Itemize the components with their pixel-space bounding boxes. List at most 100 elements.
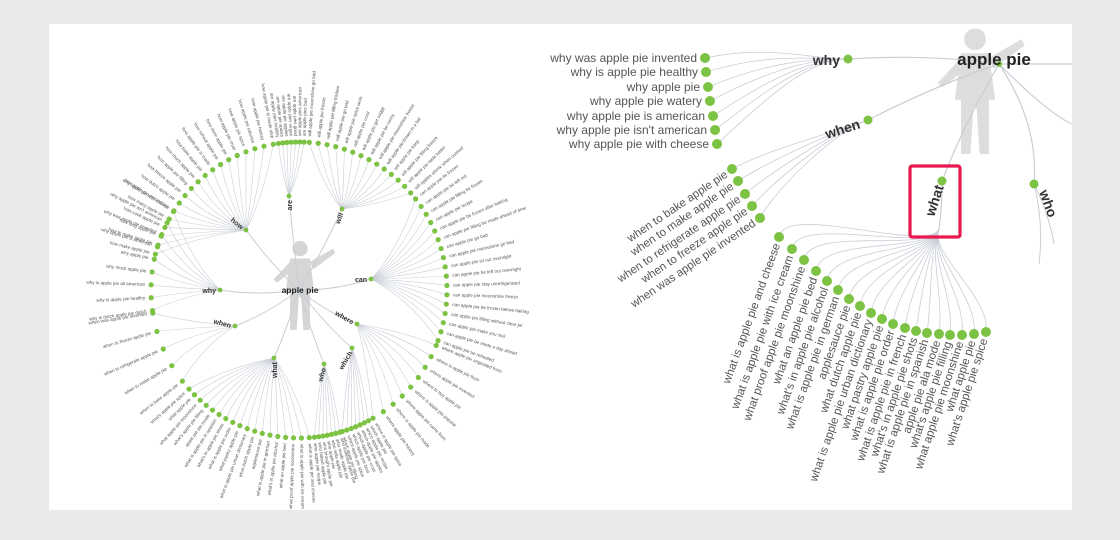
leaf-node[interactable] [202,172,208,179]
what-leaf-node[interactable] [934,329,944,339]
leaf-node[interactable] [306,435,312,441]
when-leaf-node[interactable] [733,176,743,186]
leaf-node[interactable] [339,428,345,435]
leaf-node[interactable] [428,219,434,226]
leaf-node[interactable] [203,402,209,408]
leaf-node[interactable] [267,432,273,438]
leaf-node[interactable] [444,292,450,298]
leaf-node[interactable] [408,190,414,196]
leaf-node[interactable] [182,192,188,199]
leaf-node[interactable] [148,282,154,288]
leaf-node[interactable] [243,149,249,155]
what-leaf-node[interactable] [911,326,921,336]
leaf-node[interactable] [422,364,428,370]
leaf-node[interactable] [158,233,164,239]
leaf-node[interactable] [226,157,232,163]
why-leaf-node[interactable] [708,111,718,121]
what-leaf-node[interactable] [774,232,784,242]
what-leaf-node[interactable] [799,255,809,265]
leaf-node[interactable] [290,435,297,441]
leaf-node[interactable] [275,140,282,147]
what-branch-node[interactable] [937,176,947,186]
leaf-node[interactable] [292,139,299,145]
leaf-node[interactable] [358,153,364,159]
leaf-node[interactable] [197,397,203,403]
leaf-node[interactable] [380,409,386,415]
leaf-node[interactable] [399,393,405,399]
leaf-node[interactable] [413,196,419,202]
branch-node[interactable] [339,206,345,212]
leaf-node[interactable] [395,177,401,183]
leaf-node[interactable] [341,146,347,152]
what-leaf-node[interactable] [877,314,887,324]
leaf-node[interactable] [151,256,157,262]
leaf-node[interactable] [390,401,396,407]
leaf-node[interactable] [324,432,330,438]
leaf-node[interactable] [440,320,446,326]
leaf-node[interactable] [366,157,372,163]
leaf-node[interactable] [344,427,350,433]
what-leaf-node[interactable] [981,327,991,337]
why-leaf-node[interactable] [701,67,711,77]
leaf-node[interactable] [152,251,158,257]
branch-node[interactable] [354,321,360,327]
leaf-node[interactable] [423,211,429,217]
leaf-node[interactable] [223,416,229,422]
leaf-node[interactable] [333,144,339,150]
leaf-node[interactable] [433,342,439,349]
leaf-node[interactable] [217,161,224,168]
leaf-node[interactable] [160,346,166,352]
leaf-node[interactable] [320,433,326,439]
leaf-node[interactable] [415,374,421,381]
leaf-node[interactable] [357,422,363,428]
leaf-node[interactable] [402,183,408,189]
leaf-node[interactable] [252,428,258,434]
leaf-node[interactable] [301,139,307,145]
branch-node[interactable] [286,193,292,199]
what-leaf-node[interactable] [855,301,865,311]
leaf-node[interactable] [230,419,236,425]
what-leaf-node[interactable] [787,244,797,254]
leaf-node[interactable] [444,282,450,289]
why-leaf-node[interactable] [703,82,713,92]
branch-node[interactable] [321,361,327,367]
leaf-node[interactable] [259,430,265,436]
leaf-node[interactable] [370,415,376,421]
what-leaf-node[interactable] [822,276,832,286]
leaf-node[interactable] [149,269,155,275]
leaf-node[interactable] [432,228,438,234]
what-leaf-node[interactable] [957,330,967,340]
leaf-node[interactable] [374,161,380,167]
leaf-node[interactable] [270,141,276,147]
branch-node[interactable] [349,345,355,351]
branch-node[interactable] [217,287,223,293]
leaf-node[interactable] [284,139,290,146]
what-leaf-node[interactable] [811,266,821,276]
branch-node[interactable] [368,276,374,282]
leaf-node[interactable] [298,435,305,441]
root-node[interactable] [996,61,1002,67]
leaf-node[interactable] [438,245,444,252]
leaf-node[interactable] [408,384,414,390]
leaf-node[interactable] [148,295,154,301]
when-branch-node[interactable] [863,115,873,125]
leaf-node[interactable] [237,423,243,429]
what-leaf-node[interactable] [900,323,910,333]
what-leaf-node[interactable] [866,308,876,318]
leaf-node[interactable] [418,203,424,210]
leaf-node[interactable] [150,310,156,316]
leaf-node[interactable] [171,208,177,214]
leaf-node[interactable] [176,200,182,206]
why-leaf-node[interactable] [705,96,715,106]
leaf-node[interactable] [154,328,160,335]
leaf-node[interactable] [244,426,250,432]
leaf-node[interactable] [442,264,448,270]
leaf-node[interactable] [209,407,216,413]
leaf-node[interactable] [353,424,359,430]
branch-node[interactable] [271,355,277,361]
leaf-node[interactable] [443,301,449,307]
leaf-node[interactable] [328,431,335,437]
leaf-node[interactable] [435,237,441,243]
leaf-node[interactable] [210,167,216,173]
leaf-node[interactable] [275,433,281,440]
